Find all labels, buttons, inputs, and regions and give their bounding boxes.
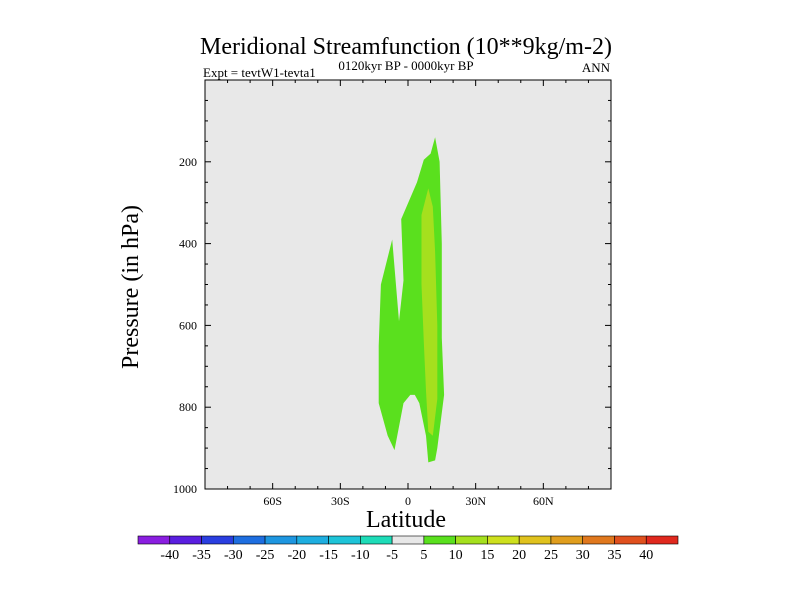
- colorbar-swatch: [518, 535, 552, 545]
- x-tick-label: 60N: [533, 494, 554, 508]
- colorbar-swatch: [423, 535, 456, 545]
- colorbar-swatch: [137, 535, 171, 545]
- colorbar-swatch: [328, 535, 361, 545]
- x-tick-label: 30S: [331, 494, 350, 508]
- colorbar-label: -20: [287, 548, 306, 563]
- colorbar-label: 15: [480, 548, 494, 563]
- colorbar-label: 10: [449, 548, 463, 563]
- colorbar-swatch: [391, 535, 425, 545]
- colorbar-label: 25: [544, 548, 558, 563]
- colorbar-swatch: [645, 535, 679, 545]
- colorbar-label: 20: [512, 548, 526, 563]
- chart-title: Meridional Streamfunction (10**9kg/m-2): [200, 34, 612, 60]
- colorbar-swatch: [550, 535, 584, 545]
- colorbar-swatch: [232, 535, 266, 545]
- contour-10-to-15: [421, 188, 438, 436]
- colorbar-swatch: [487, 535, 520, 545]
- y-tick-label: 400: [179, 237, 197, 251]
- colorbar-swatch: [455, 535, 488, 545]
- colorbar-label: -35: [192, 548, 211, 563]
- y-tick-label: 600: [179, 318, 197, 332]
- colorbar-swatch: [201, 535, 234, 545]
- colorbar-label: 35: [607, 548, 621, 563]
- colorbar-swatch: [614, 535, 647, 545]
- colorbar-label: -5: [386, 548, 398, 563]
- contour-fills: [378, 137, 445, 463]
- colorbar: -40 -35 -30 -25 -20 -15 -10 -5 5 10 15 20 25 30 35 40: [137, 535, 679, 563]
- axis-ticks: [205, 80, 611, 490]
- y-tick-label: 1000: [173, 482, 197, 496]
- x-axis-label: Latitude: [366, 507, 446, 533]
- y-tick-label: 800: [179, 400, 197, 414]
- axis-tick-labels: 60S 30S 0 30N 60N 200 400 600 800 1000: [173, 155, 554, 508]
- colorbar-label: -40: [160, 548, 179, 563]
- subtitle-right: ANN: [582, 60, 611, 75]
- colorbar-swatch: [582, 535, 615, 545]
- subtitle-left: Expt = tevtW1-tevta1: [203, 65, 316, 80]
- subtitle-center: 0120kyr BP - 0000kyr BP: [338, 58, 473, 73]
- x-tick-label: 60S: [263, 494, 282, 508]
- colorbar-swatch: [264, 535, 298, 545]
- y-axis-label: Pressure (in hPa): [118, 205, 144, 369]
- colorbar-swatch: [169, 535, 202, 545]
- colorbar-label: 30: [576, 548, 590, 563]
- x-tick-label: 0: [405, 494, 411, 508]
- colorbar-label: -30: [224, 548, 243, 563]
- colorbar-label: 5: [420, 548, 427, 563]
- colorbar-label: 40: [639, 548, 653, 563]
- colorbar-label: -15: [319, 548, 338, 563]
- y-tick-label: 200: [179, 155, 197, 169]
- colorbar-swatch: [296, 535, 329, 545]
- colorbar-label: -25: [256, 548, 275, 563]
- colorbar-swatch: [360, 535, 393, 545]
- colorbar-label: -10: [351, 548, 370, 563]
- x-tick-label: 30N: [465, 494, 486, 508]
